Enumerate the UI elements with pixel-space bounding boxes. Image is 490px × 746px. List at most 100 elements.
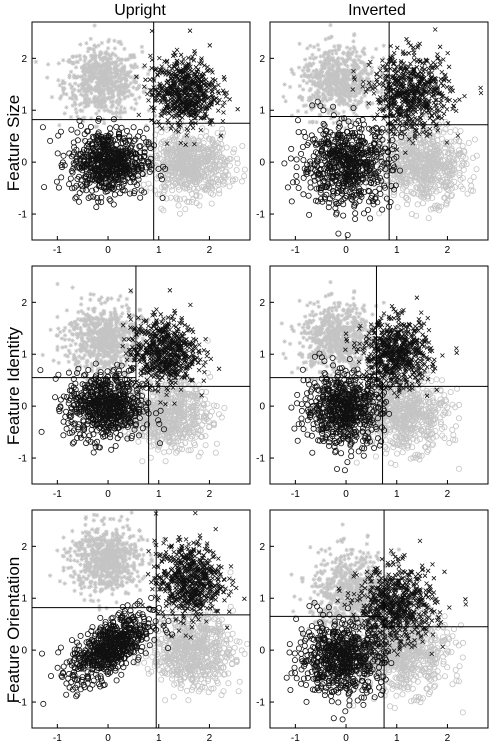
data-point-circle (460, 166, 467, 173)
data-point-circle (405, 196, 412, 203)
data-point-cross (166, 91, 171, 97)
data-point-circle (178, 161, 185, 168)
data-point-star (81, 72, 87, 77)
data-point-circle (363, 148, 370, 155)
y-tick-label: -1 (18, 210, 27, 221)
data-point-star (345, 81, 350, 87)
data-point-star (361, 46, 367, 51)
data-point-star (80, 80, 85, 86)
data-point-star (75, 114, 80, 119)
data-point-cross (163, 87, 168, 92)
data-point-circle (98, 194, 105, 201)
data-point-star (74, 96, 79, 102)
data-point-circle (158, 205, 165, 212)
data-point-circle (111, 168, 118, 175)
data-point-cross (390, 95, 395, 101)
data-point-circle (423, 186, 430, 193)
data-point-circle (374, 176, 381, 183)
data-point-circle (390, 188, 397, 195)
data-point-star (346, 94, 351, 100)
data-point-circle (154, 191, 161, 198)
data-point-circle (98, 183, 105, 190)
data-point-circle (124, 127, 131, 134)
data-point-circle (202, 161, 209, 168)
data-point-star (350, 85, 355, 90)
data-point-circle (158, 176, 165, 183)
data-point-star (354, 49, 359, 55)
data-point-star (122, 96, 127, 101)
data-point-star (111, 99, 116, 104)
data-point-circle (344, 128, 351, 135)
data-point-cross (439, 69, 445, 75)
data-point-star (98, 97, 104, 102)
data-point-star (128, 80, 134, 86)
data-point-cross (235, 106, 240, 112)
data-point-circle (303, 171, 310, 178)
data-point-circle (118, 151, 125, 158)
data-point-star (118, 79, 123, 84)
data-point-star (106, 37, 112, 42)
data-point-star (352, 86, 357, 92)
data-point-circle (223, 144, 230, 151)
data-point-circle (90, 176, 97, 183)
data-point-circle (397, 179, 404, 186)
data-point-cross (209, 117, 214, 123)
data-point-circle (55, 184, 62, 191)
data-point-circle (69, 169, 76, 176)
y-tick-label: 0 (21, 158, 27, 169)
data-point-star (84, 93, 90, 98)
data-point-circle (398, 133, 405, 140)
data-point-star (355, 102, 360, 107)
data-point-cross (216, 90, 221, 96)
data-point-star (334, 87, 339, 92)
data-point-star (309, 101, 315, 106)
data-point-circle (287, 155, 294, 162)
data-point-star (341, 84, 346, 90)
data-point-cross (178, 140, 184, 146)
data-point-star (110, 82, 116, 87)
data-point-circle (194, 155, 201, 162)
data-point-star (336, 47, 342, 52)
data-point-star (326, 61, 332, 66)
data-point-cross (136, 112, 142, 118)
data-point-star (368, 71, 374, 76)
data-point-circle (221, 159, 228, 166)
data-point-star (290, 69, 295, 75)
data-point-star (98, 49, 103, 55)
data-point-cross (202, 115, 207, 121)
data-point-circle (401, 152, 408, 159)
data-point-star (334, 85, 339, 90)
data-point-cross (423, 58, 429, 64)
data-point-cross (192, 51, 198, 56)
data-point-cross (441, 111, 447, 117)
data-point-star (347, 103, 352, 108)
data-point-star (119, 89, 124, 95)
data-point-star (353, 93, 358, 98)
data-point-circle (361, 189, 368, 196)
data-point-star (94, 80, 99, 85)
data-point-star (56, 78, 61, 83)
x-tick-label: 1 (156, 245, 162, 256)
data-point-circle (399, 137, 406, 144)
data-point-star (110, 61, 115, 66)
data-point-circle (332, 136, 339, 143)
data-point-cross (220, 118, 226, 124)
data-point-circle (170, 136, 177, 143)
data-point-star (114, 100, 119, 105)
data-point-star (326, 88, 331, 94)
data-point-star (356, 90, 362, 95)
data-point-star (95, 82, 100, 87)
data-point-cross (208, 102, 214, 107)
data-point-circle (350, 105, 357, 112)
data-point-star (129, 55, 134, 60)
data-point-cross (222, 100, 227, 105)
data-point-circle (131, 187, 138, 194)
data-point-star (359, 84, 364, 89)
data-point-cross (164, 141, 170, 146)
data-point-circle (448, 172, 455, 179)
data-point-circle (175, 202, 182, 209)
data-point-star (351, 58, 356, 63)
data-point-circle (108, 184, 115, 191)
data-point-star (83, 92, 88, 97)
